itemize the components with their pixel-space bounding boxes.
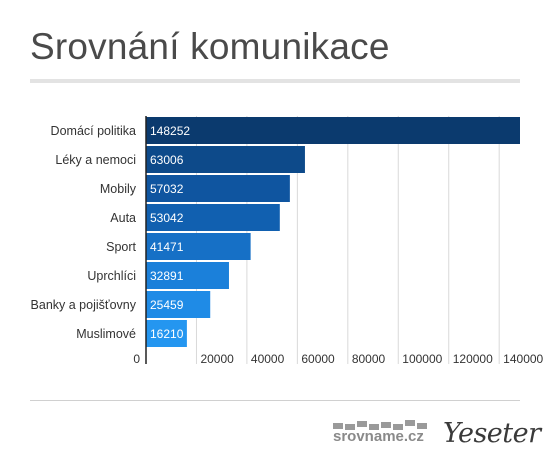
bar xyxy=(146,175,290,202)
bar xyxy=(146,233,251,260)
data-label: 63006 xyxy=(150,153,184,167)
category-label: Auta xyxy=(110,211,136,225)
title-divider xyxy=(30,79,520,83)
bar xyxy=(146,320,187,347)
data-label: 41471 xyxy=(150,240,184,254)
x-tick-label: 100000 xyxy=(402,352,442,366)
category-label: Banky a pojišťovny xyxy=(31,298,137,312)
category-label: Mobily xyxy=(100,182,137,196)
x-tick-label: 120000 xyxy=(453,352,493,366)
category-label: Domácí politika xyxy=(51,124,136,138)
footer-divider xyxy=(30,400,520,401)
data-label: 25459 xyxy=(150,298,184,312)
srovname-logo: srovname.cz xyxy=(333,428,424,445)
bar xyxy=(146,204,280,231)
data-label: 53042 xyxy=(150,211,184,225)
bar xyxy=(146,117,520,144)
category-label: Léky a nemoci xyxy=(55,153,136,167)
x-tick-label: 40000 xyxy=(251,352,285,366)
data-label: 57032 xyxy=(150,182,184,196)
bar xyxy=(146,291,211,318)
page-title: Srovnání komunikace xyxy=(30,26,390,67)
bar xyxy=(146,146,305,173)
bar-chart: 148252 Domácí politika 63006 Léky a nemoci 5… xyxy=(31,116,544,366)
category-label: Muslimové xyxy=(76,327,136,341)
x-tick-label: 140000 xyxy=(503,352,543,366)
x-tick-label: 80000 xyxy=(352,352,386,366)
data-label: 16210 xyxy=(150,327,184,341)
x-tick-label: 60000 xyxy=(301,352,335,366)
bar xyxy=(146,262,229,289)
x-tick-label: 20000 xyxy=(200,352,234,366)
x-tick-label: 0 xyxy=(133,352,140,366)
data-label: 148252 xyxy=(150,124,190,138)
category-label: Uprchlíci xyxy=(87,269,136,283)
data-label: 32891 xyxy=(150,269,184,283)
category-label: Sport xyxy=(106,240,136,254)
yeseter-logo: Yeseter xyxy=(443,418,541,449)
